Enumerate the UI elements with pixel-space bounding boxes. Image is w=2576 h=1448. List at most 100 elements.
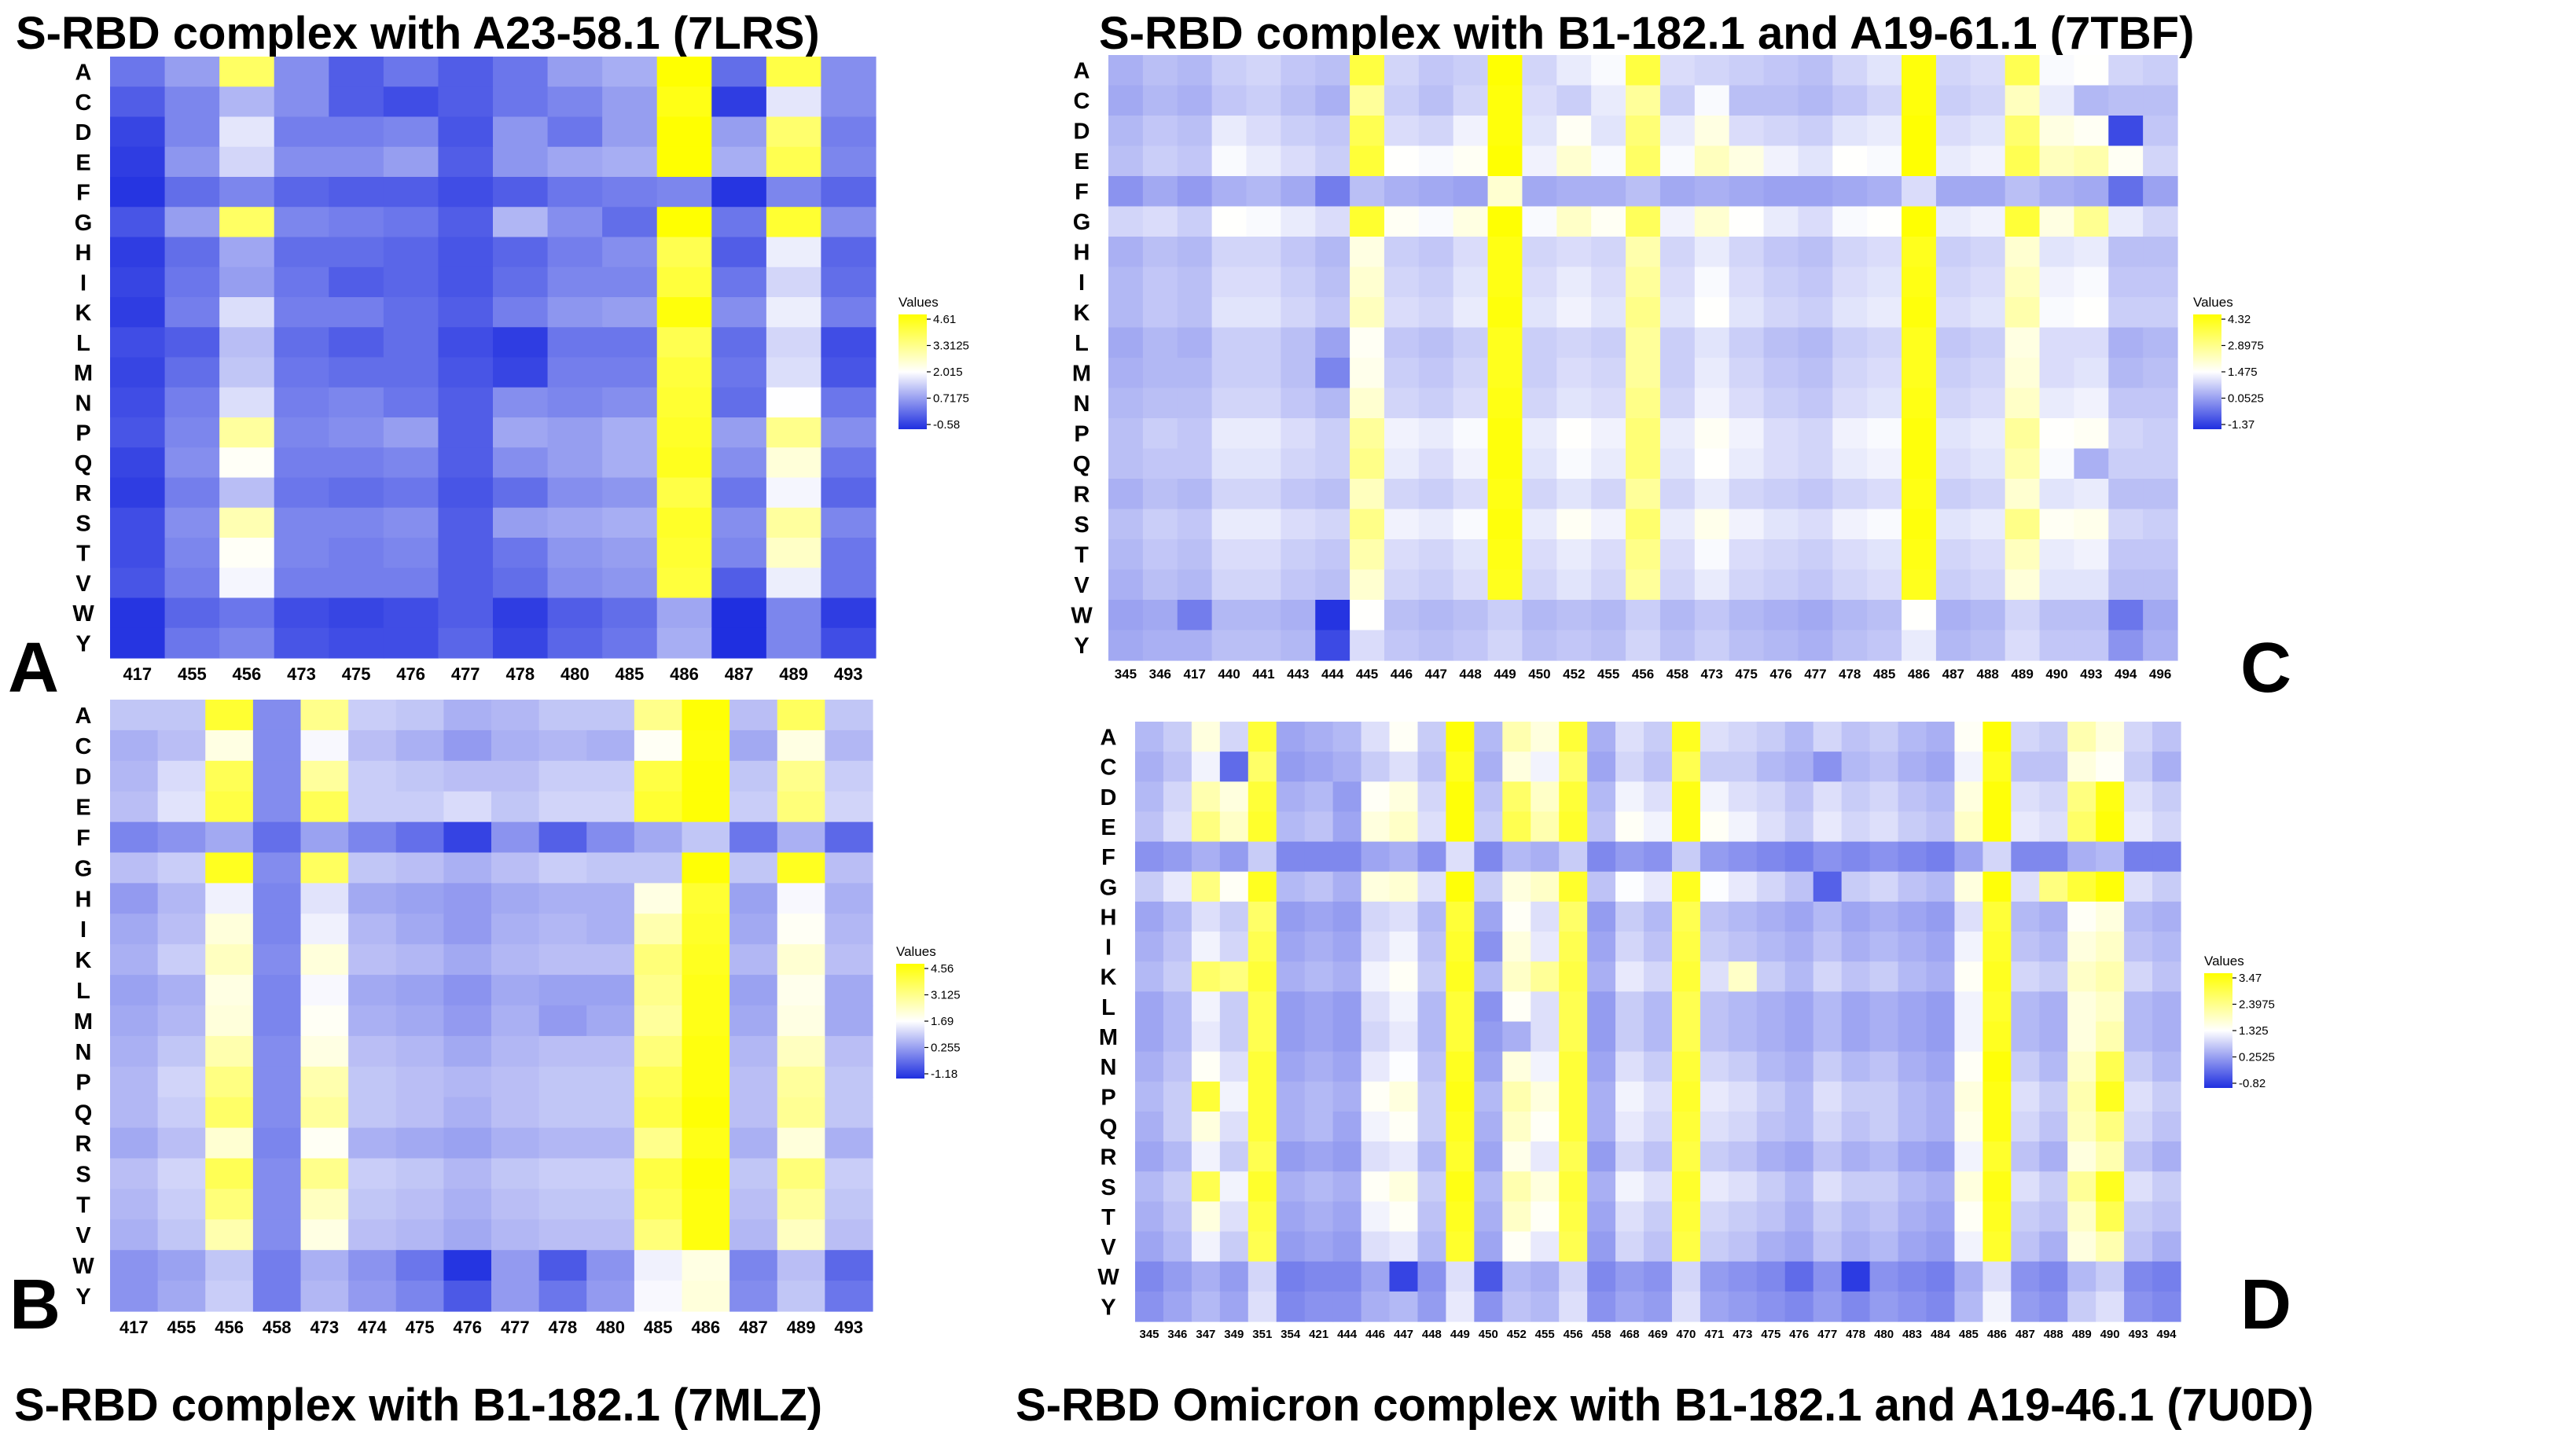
heatmap-cell <box>1246 55 1281 86</box>
heatmap-cell <box>2005 145 2041 177</box>
heatmap-cell <box>821 57 876 87</box>
heatmap-cell <box>1487 297 1523 329</box>
heatmap-cell <box>1763 630 1799 661</box>
heatmap-cell <box>1970 176 2006 208</box>
heatmap-cell <box>634 883 683 914</box>
heatmap-cell <box>1522 327 1557 358</box>
column-label: 417 <box>119 1318 149 1337</box>
heatmap-cell <box>1832 206 1868 237</box>
heatmap-cell <box>1970 600 2006 631</box>
heatmap-cell <box>110 507 166 538</box>
heatmap-cell <box>1926 871 1956 902</box>
heatmap-cell <box>1417 1081 1447 1112</box>
heatmap-cell <box>2074 448 2109 480</box>
heatmap-cell <box>164 568 220 599</box>
heatmap-cell <box>656 417 712 448</box>
heatmap-cell <box>1728 1201 1758 1233</box>
heatmap-cell <box>1446 1171 1475 1202</box>
heatmap-cell <box>766 417 822 448</box>
heatmap-cell <box>1902 297 1937 329</box>
heatmap-cell <box>1502 1171 1531 1202</box>
heatmap-cell <box>766 86 822 118</box>
heatmap-cell <box>2005 630 2041 661</box>
heatmap-cell <box>1474 1141 1503 1172</box>
heatmap-cell <box>1487 85 1523 116</box>
heatmap-cell <box>1954 1171 1983 1202</box>
column-label: 346 <box>1149 667 1171 682</box>
heatmap-cell <box>1798 600 1833 631</box>
heatmap-cell <box>1389 1141 1419 1172</box>
heatmap-cell <box>1389 871 1419 902</box>
column-label: 486 <box>1908 667 1930 682</box>
heatmap-cell <box>602 297 658 328</box>
heatmap-cell <box>1474 991 1503 1023</box>
row-label: K <box>1074 301 1090 326</box>
heatmap-cell <box>1970 237 2006 268</box>
heatmap-cell <box>1615 811 1644 843</box>
heatmap-cell <box>1935 55 1972 86</box>
heatmap-cell <box>1418 297 1454 329</box>
heatmap-cell <box>711 116 767 148</box>
heatmap-cell <box>1502 1081 1531 1112</box>
heatmap-cell <box>1556 297 1592 329</box>
heatmap-cell <box>1591 388 1626 419</box>
heatmap-cell <box>1729 237 1765 268</box>
heatmap-cell <box>711 568 767 599</box>
heatmap-cell <box>1332 1111 1362 1142</box>
column-label: 417 <box>1184 667 1206 682</box>
heatmap-cell <box>383 266 439 298</box>
heatmap-cell <box>1700 722 1729 752</box>
heatmap-cell <box>682 913 730 945</box>
heatmap-cell <box>493 86 549 118</box>
heatmap-cell <box>205 1127 254 1160</box>
heatmap-cell <box>1728 841 1758 873</box>
heatmap-cell <box>1281 600 1316 631</box>
heatmap-cell <box>821 387 876 418</box>
heatmap-cell <box>110 207 166 238</box>
heatmap-cell <box>1522 85 1557 116</box>
heatmap-cell <box>1418 206 1454 237</box>
heatmap-cell <box>586 852 635 884</box>
heatmap-cell <box>2143 116 2178 147</box>
heatmap-cell <box>711 86 767 118</box>
heatmap-cell <box>1983 722 2012 752</box>
heatmap-cell <box>602 57 658 87</box>
heatmap-cell <box>1671 1291 1701 1322</box>
heatmap-cell <box>766 266 822 298</box>
heatmap-cell <box>2096 1081 2125 1112</box>
heatmap-cell <box>586 821 635 854</box>
heatmap-cell <box>1867 509 1902 540</box>
heatmap-cell <box>1644 871 1673 902</box>
heatmap-cell <box>300 1250 349 1281</box>
heatmap-cell <box>634 852 683 884</box>
heatmap-cell <box>443 883 492 914</box>
heatmap-cell <box>656 146 712 178</box>
heatmap-cell <box>1142 85 1178 116</box>
heatmap-cell <box>711 266 767 298</box>
heatmap-cell <box>1756 932 1786 962</box>
heatmap-cell <box>1487 176 1523 208</box>
heatmap-cell <box>443 1127 492 1160</box>
heatmap-cell <box>1784 1231 1814 1262</box>
heatmap-cell <box>1591 55 1626 86</box>
heatmap-cell <box>602 207 658 238</box>
heatmap-cell <box>1841 1141 1871 1172</box>
heatmap-cell <box>252 821 302 854</box>
heatmap-cell <box>1798 358 1833 389</box>
heatmap-cell <box>1219 752 1249 782</box>
heatmap-cell <box>2005 237 2041 268</box>
heatmap-cell <box>766 477 822 509</box>
heatmap-cell <box>729 975 778 1006</box>
heatmap-cell <box>1832 176 1868 208</box>
heatmap-cell <box>1135 722 1164 752</box>
heatmap-cell <box>1644 1291 1673 1322</box>
heatmap-cell <box>1487 388 1523 419</box>
heatmap-cell <box>1784 841 1814 873</box>
heatmap-cell <box>1832 448 1868 480</box>
heatmap-cell <box>1587 1081 1616 1112</box>
heatmap-cell <box>538 1189 587 1220</box>
heatmap-cell <box>438 297 494 328</box>
row-label: Q <box>75 1101 93 1126</box>
heatmap-cell <box>1626 539 1661 571</box>
